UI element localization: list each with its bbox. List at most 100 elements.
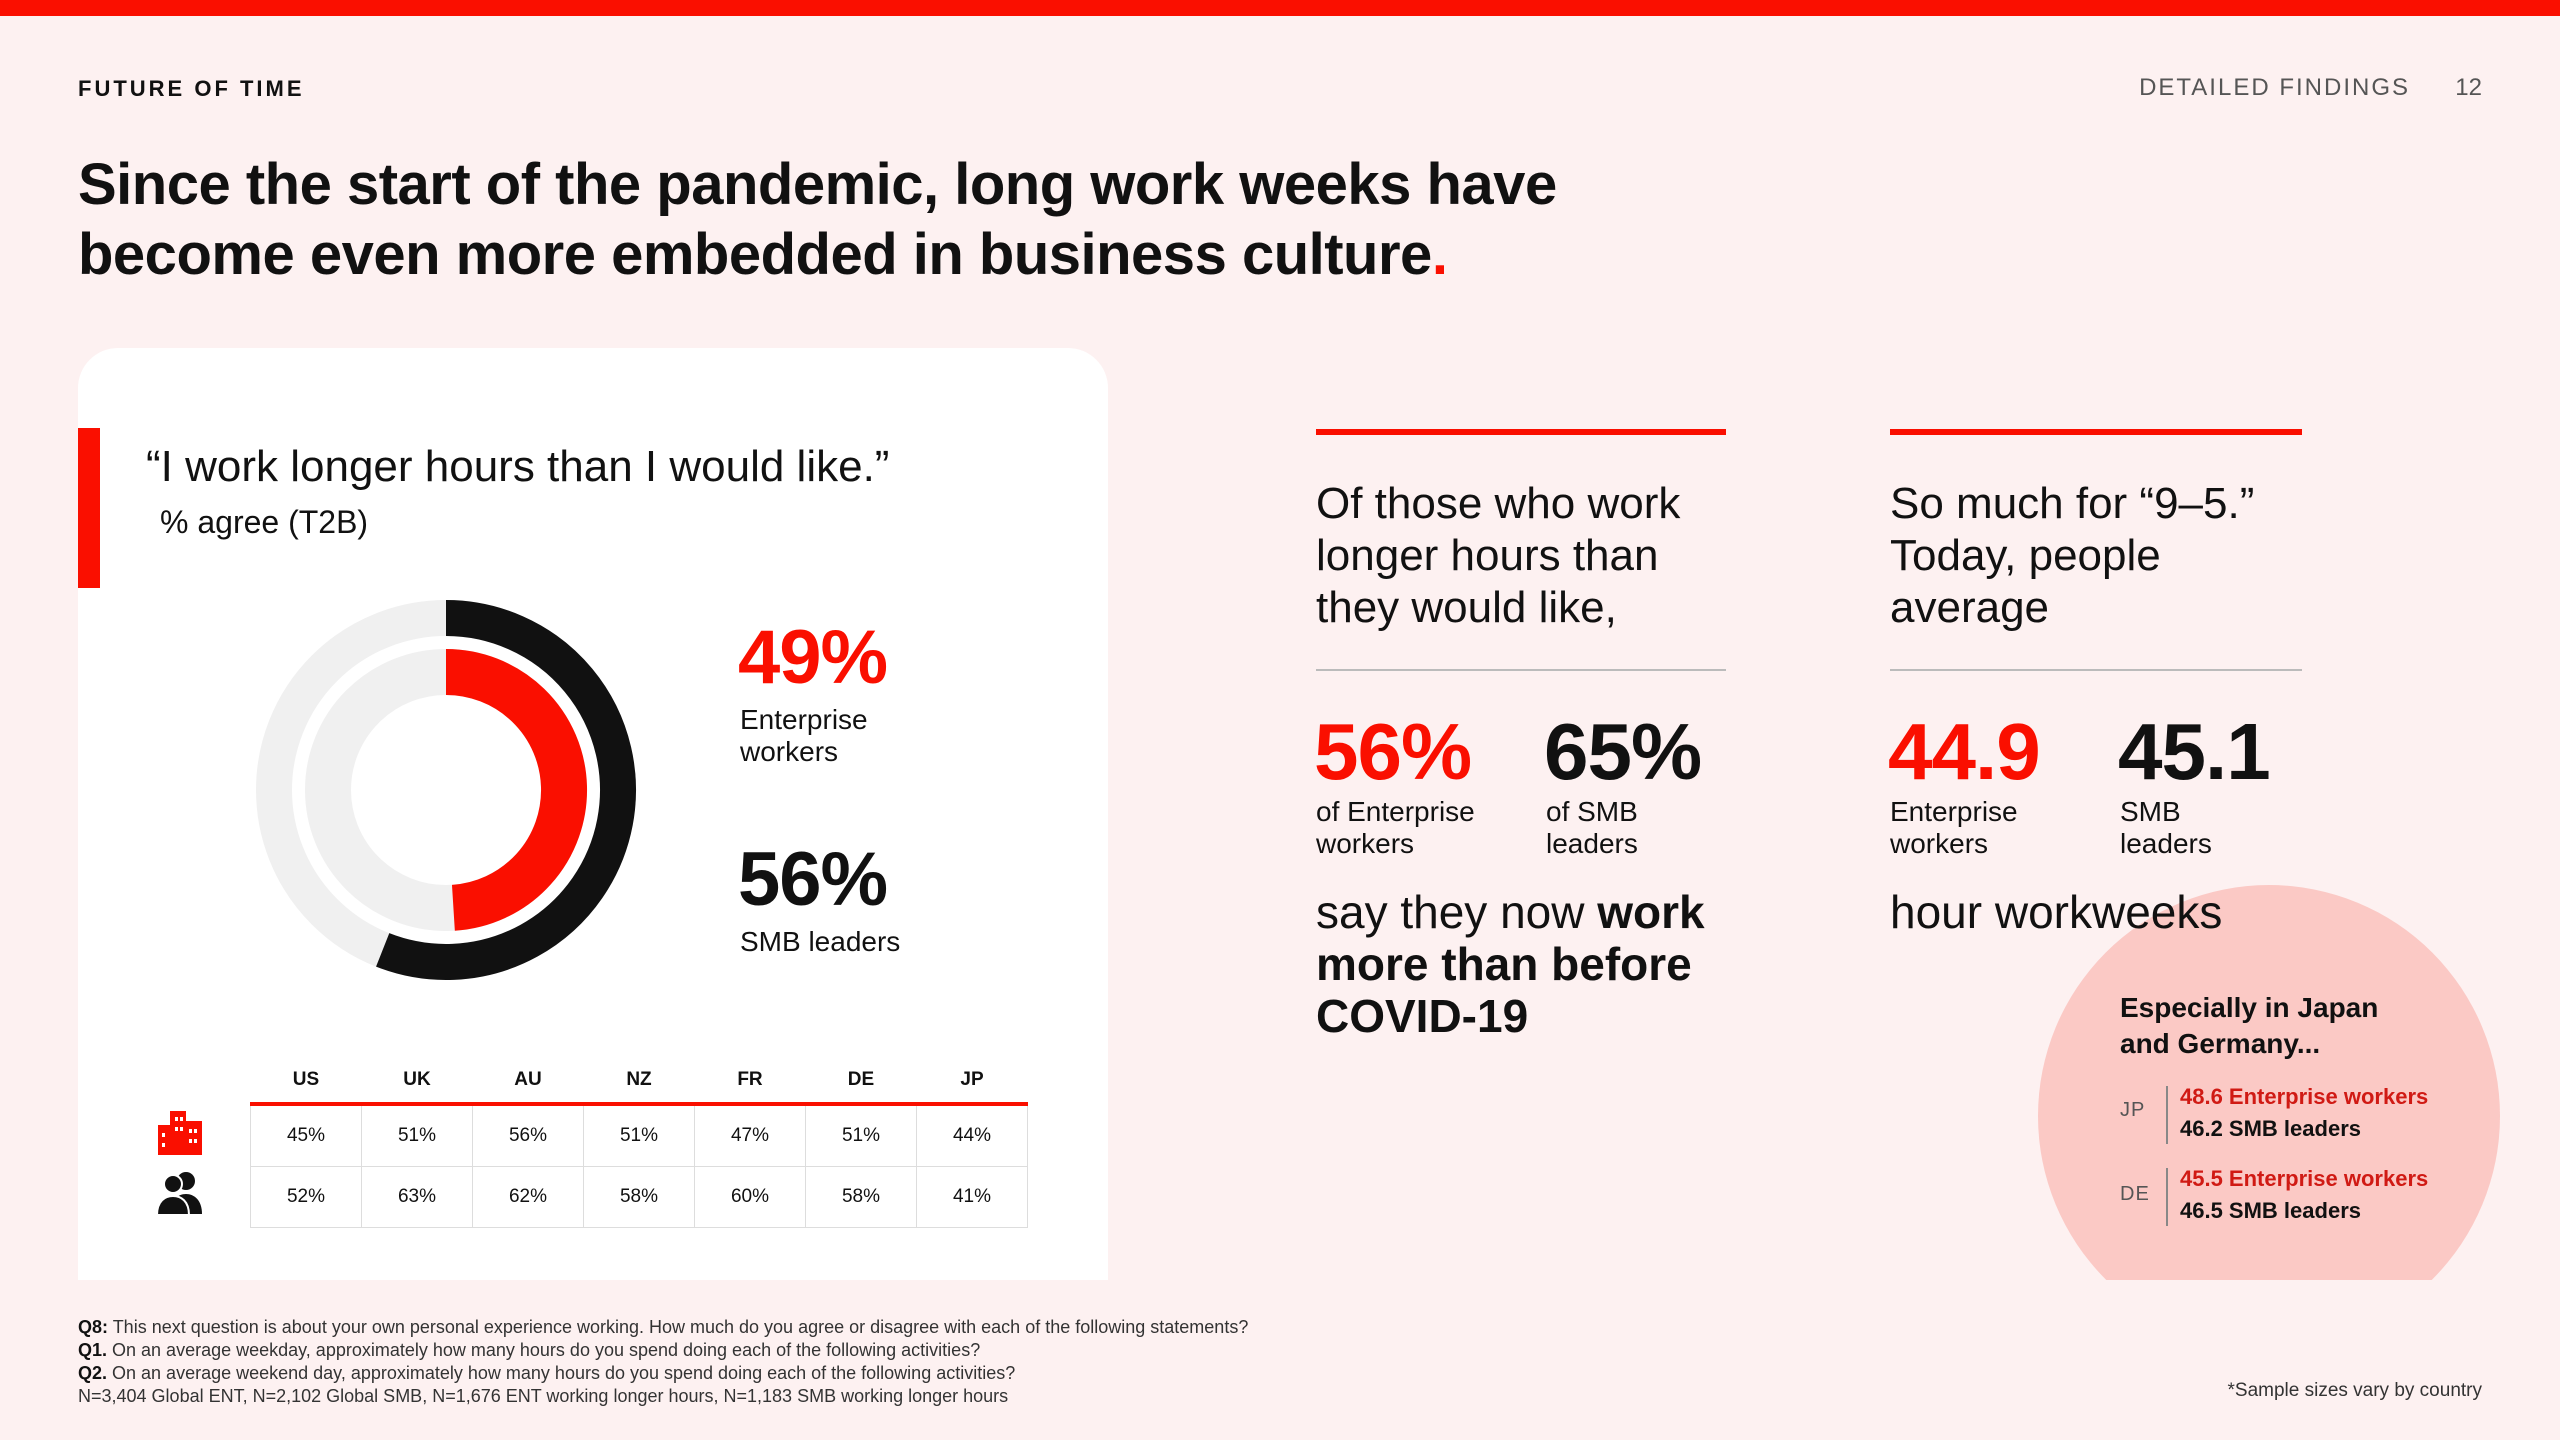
headline-dot: .: [1431, 222, 1448, 287]
survey-subtitle: % agree (T2B): [160, 504, 369, 540]
col-de: DE: [805, 1058, 917, 1106]
middle-conclusion-line-1a: say they now: [1316, 886, 1598, 938]
page-headline: Since the start of the pandemic, long wo…: [78, 150, 1778, 290]
right-red-rule: [1890, 429, 2302, 435]
table-cell: 51%: [583, 1103, 695, 1167]
bubble-jp-divider: [2166, 1086, 2168, 1144]
enterprise-ring-arc: [445, 649, 588, 931]
right-enterprise-label-line-1: Enterprise: [1890, 796, 2018, 827]
footnote-sample-sizes: N=3,404 Global ENT, N=2,102 Global SMB, …: [78, 1386, 1009, 1406]
middle-conclusion-line-1b: work: [1597, 886, 1705, 938]
middle-heading-line-1: Of those who work: [1316, 479, 1681, 528]
middle-enterprise-percent: 56%: [1314, 707, 1472, 796]
footnote-q1-tag: Q1.: [78, 1340, 108, 1360]
table-cell: 58%: [805, 1166, 917, 1228]
enterprise-row: 45% 51% 56% 51% 47% 51% 44%: [250, 1103, 1028, 1167]
smb-people-icon: [156, 1172, 202, 1216]
middle-divider: [1316, 669, 1726, 671]
right-conclusion: hour workweeks: [1890, 886, 2223, 938]
country-header-row: US UK AU NZ FR DE JP: [250, 1058, 1028, 1106]
donut-chart: [256, 600, 636, 980]
country-table: US UK AU NZ FR DE JP 45% 51% 56% 51% 47%…: [250, 1058, 1028, 1228]
bubble-de-smb: 46.5 SMB leaders: [2180, 1198, 2361, 1223]
table-cell: 58%: [583, 1166, 695, 1228]
report-title: FUTURE OF TIME: [78, 76, 305, 101]
middle-conclusion-line-3: COVID-19: [1316, 990, 1529, 1042]
right-enterprise-hours: 44.9: [1888, 707, 2041, 796]
table-cell: 51%: [361, 1103, 473, 1167]
footnote-q2-tag: Q2.: [78, 1363, 108, 1383]
footer-background: [0, 1280, 2560, 1440]
right-smb-hours: 45.1: [2118, 707, 2271, 796]
middle-conclusion: say they now work more than before COVID…: [1316, 886, 1705, 1042]
col-nz: NZ: [583, 1058, 695, 1106]
bubble-de-code: DE: [2120, 1183, 2150, 1205]
table-cell: 52%: [250, 1166, 362, 1228]
footnote-q8-tag: Q8:: [78, 1317, 109, 1337]
country-highlight-bubble: [2038, 885, 2500, 1347]
right-divider: [1890, 669, 2302, 671]
table-cell: 45%: [250, 1103, 362, 1167]
footnote-q8: This next question is about your own per…: [108, 1317, 1249, 1337]
bubble-jp-enterprise: 48.6 Enterprise workers: [2180, 1084, 2429, 1109]
right-heading-line-3: average: [1890, 583, 2050, 632]
col-au: AU: [472, 1058, 584, 1106]
smb-percent: 56%: [738, 837, 888, 922]
quote-accent-bar: [78, 428, 100, 588]
table-cell: 44%: [916, 1103, 1028, 1167]
enterprise-label-line-2: workers: [740, 736, 839, 767]
enterprise-percent: 49%: [738, 615, 888, 700]
bubble-title-line-1: Especially in Japan: [2120, 992, 2379, 1023]
headline-line-1: Since the start of the pandemic, long wo…: [78, 152, 1557, 217]
bubble-title: Especially in Japan and Germany...: [2120, 990, 2378, 1062]
middle-heading-line-2: longer hours than: [1316, 531, 1659, 580]
table-cell: 62%: [472, 1166, 584, 1228]
table-cell: 56%: [472, 1103, 584, 1167]
sample-size-note: *Sample sizes vary by country: [2227, 1380, 2483, 1401]
bubble-de-divider: [2166, 1168, 2168, 1226]
headline-line-2: become even more embedded in business cu…: [78, 222, 1432, 287]
middle-enterprise-label: of Enterprise workers: [1316, 796, 1475, 860]
top-accent-bar: [0, 0, 2560, 16]
page-number: 12: [2455, 74, 2482, 101]
smb-row: 52% 63% 62% 58% 60% 58% 41%: [250, 1166, 1028, 1228]
middle-enterprise-label-line-1: of Enterprise: [1316, 796, 1475, 827]
survey-quote: “I work longer hours than I would like.”: [146, 442, 890, 491]
col-jp: JP: [916, 1058, 1028, 1106]
middle-heading-line-3: they would like,: [1316, 583, 1617, 632]
enterprise-label-line-1: Enterprise: [740, 704, 868, 735]
middle-red-rule: [1316, 429, 1726, 435]
smb-label: SMB leaders: [740, 926, 901, 957]
smb-ring-arc: [376, 600, 636, 980]
right-smb-label-line-1: SMB: [2120, 796, 2181, 827]
table-cell: 51%: [805, 1103, 917, 1167]
middle-enterprise-label-line-2: workers: [1316, 828, 1415, 859]
middle-heading: Of those who work longer hours than they…: [1316, 478, 1680, 634]
section-label: DETAILED FINDINGS: [2139, 74, 2410, 101]
col-fr: FR: [694, 1058, 806, 1106]
bubble-jp-smb: 46.2 SMB leaders: [2180, 1116, 2361, 1141]
bubble-title-line-2: and Germany...: [2120, 1028, 2321, 1059]
right-heading-line-2: Today, people: [1890, 531, 2161, 580]
right-heading: So much for “9–5.” Today, people average: [1890, 478, 2254, 634]
enterprise-label: Enterprise workers: [740, 704, 868, 768]
right-smb-label: SMB leaders: [2120, 796, 2212, 860]
right-heading-line-1: So much for “9–5.”: [1890, 479, 2255, 528]
methodology-footnote: Q8: This next question is about your own…: [78, 1316, 1248, 1408]
footnote-q2: On an average weekend day, approximately…: [107, 1363, 1016, 1383]
table-cell: 41%: [916, 1166, 1028, 1228]
bubble-jp-code: JP: [2120, 1099, 2146, 1121]
middle-smb-label: of SMB leaders: [1546, 796, 1638, 860]
right-smb-label-line-2: leaders: [2120, 828, 2212, 859]
enterprise-building-icon: [158, 1111, 202, 1155]
middle-smb-label-line-1: of SMB: [1546, 796, 1638, 827]
table-cell: 60%: [694, 1166, 806, 1228]
footnote-q1: On an average weekday, approximately how…: [107, 1340, 981, 1360]
middle-conclusion-line-2: more than before: [1316, 938, 1692, 990]
right-enterprise-label-line-2: workers: [1890, 828, 1989, 859]
table-cell: 63%: [361, 1166, 473, 1228]
table-cell: 47%: [694, 1103, 806, 1167]
middle-smb-percent: 65%: [1544, 707, 1702, 796]
col-uk: UK: [361, 1058, 473, 1106]
col-us: US: [250, 1058, 362, 1106]
